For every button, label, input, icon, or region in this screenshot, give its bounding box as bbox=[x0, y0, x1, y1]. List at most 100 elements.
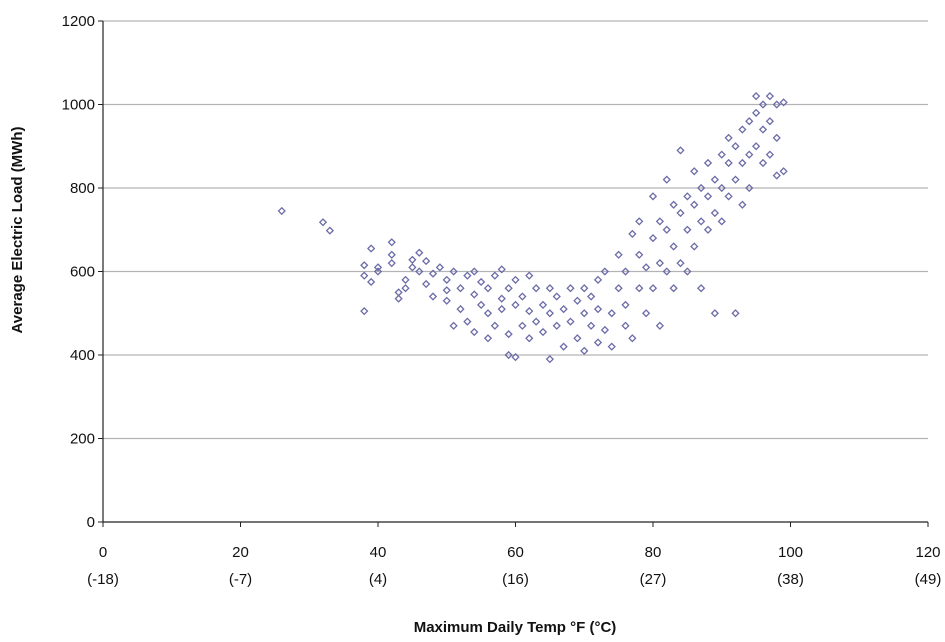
data-point bbox=[710, 175, 719, 184]
x-axis-title: Maximum Daily Temp °F (°C) bbox=[414, 619, 617, 636]
data-point bbox=[621, 300, 630, 310]
data-point bbox=[752, 142, 761, 151]
x-tick-label: 60 bbox=[507, 544, 524, 561]
data-point bbox=[703, 192, 713, 201]
data-point bbox=[573, 296, 582, 305]
data-point bbox=[593, 275, 603, 284]
data-point bbox=[648, 233, 658, 243]
data-point bbox=[318, 218, 328, 227]
data-point bbox=[367, 277, 376, 287]
data-point bbox=[449, 267, 458, 276]
data-point bbox=[731, 309, 740, 318]
data-point bbox=[573, 334, 582, 343]
y-tick-label: 1200 bbox=[62, 13, 95, 30]
data-point bbox=[538, 300, 548, 310]
data-point bbox=[587, 292, 596, 301]
data-point bbox=[717, 217, 726, 226]
data-point bbox=[490, 321, 499, 330]
data-point bbox=[758, 100, 768, 109]
data-point bbox=[779, 167, 788, 176]
data-point bbox=[490, 271, 499, 280]
data-point bbox=[580, 309, 589, 318]
y-tick-label: 0 bbox=[87, 514, 95, 531]
data-point bbox=[772, 171, 781, 180]
data-point bbox=[765, 117, 774, 126]
data-point bbox=[628, 334, 637, 343]
data-point bbox=[470, 267, 479, 276]
data-point bbox=[676, 146, 685, 155]
x-tick-label: 20 bbox=[232, 544, 249, 561]
gridlines bbox=[103, 20, 928, 440]
data-point bbox=[401, 284, 410, 293]
data-point bbox=[538, 327, 548, 337]
data-point bbox=[607, 342, 616, 351]
data-point bbox=[360, 271, 369, 280]
data-point bbox=[607, 309, 616, 318]
data-point bbox=[758, 158, 768, 168]
data-point bbox=[504, 350, 513, 360]
data-point bbox=[408, 263, 417, 272]
data-point bbox=[477, 300, 486, 310]
data-point bbox=[676, 259, 685, 268]
x-tick-sublabel: (16) bbox=[502, 571, 529, 588]
y-tick-label: 200 bbox=[70, 431, 95, 448]
data-point bbox=[765, 150, 774, 159]
data-point bbox=[360, 307, 369, 316]
data-point bbox=[635, 284, 644, 293]
data-point bbox=[676, 208, 685, 218]
data-point bbox=[483, 334, 493, 343]
data-point bbox=[772, 100, 781, 109]
axes bbox=[98, 20, 929, 527]
data-point bbox=[642, 263, 651, 272]
data-point bbox=[566, 284, 575, 293]
data-point bbox=[600, 267, 609, 276]
data-point bbox=[559, 304, 568, 314]
data-point bbox=[738, 158, 747, 168]
data-point bbox=[690, 167, 699, 176]
data-points bbox=[277, 92, 788, 364]
data-point bbox=[731, 175, 740, 184]
data-point bbox=[621, 267, 630, 276]
data-point bbox=[655, 259, 664, 268]
data-point bbox=[442, 296, 451, 305]
data-point bbox=[518, 321, 527, 330]
data-point bbox=[580, 284, 589, 293]
y-axis-title: Average Electric Load (MWh) bbox=[9, 127, 26, 334]
data-point bbox=[690, 242, 699, 251]
y-tick-label: 800 bbox=[70, 180, 95, 197]
data-point bbox=[504, 330, 513, 339]
data-point bbox=[449, 321, 458, 330]
data-point bbox=[477, 277, 486, 287]
data-point bbox=[614, 284, 623, 293]
data-point bbox=[463, 271, 472, 280]
data-point bbox=[525, 271, 534, 280]
data-point bbox=[648, 284, 658, 293]
data-point bbox=[669, 242, 678, 251]
data-point bbox=[525, 334, 534, 343]
data-point bbox=[635, 250, 644, 259]
data-point bbox=[614, 250, 623, 259]
data-point bbox=[662, 175, 671, 184]
x-tick-label: 40 bbox=[370, 544, 387, 561]
data-point bbox=[752, 92, 761, 101]
x-tick-label: 0 bbox=[99, 544, 107, 561]
data-point bbox=[648, 192, 658, 201]
data-point bbox=[373, 263, 383, 272]
x-tick-sublabel: (-18) bbox=[87, 571, 119, 588]
data-point bbox=[669, 200, 678, 209]
data-point bbox=[710, 309, 719, 318]
data-point bbox=[463, 317, 472, 326]
data-point bbox=[373, 267, 383, 276]
data-point bbox=[422, 279, 431, 289]
tick-labels: 0 200 400 600 800 1000 1200 0 (-18) 20 (-7) 40 (4) 60… bbox=[62, 13, 942, 588]
data-point bbox=[470, 290, 479, 299]
data-point bbox=[277, 206, 286, 216]
data-point bbox=[394, 294, 403, 303]
data-point bbox=[415, 267, 424, 276]
data-point bbox=[532, 317, 541, 326]
data-point bbox=[621, 321, 630, 330]
data-point bbox=[401, 275, 410, 284]
data-point bbox=[387, 259, 396, 268]
data-point bbox=[387, 238, 396, 247]
